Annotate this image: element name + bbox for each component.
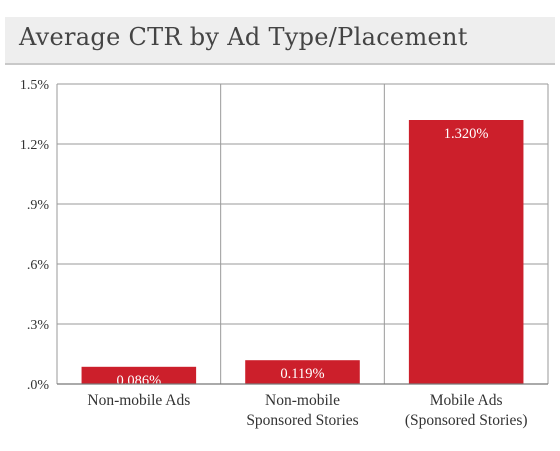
chart-title: Average CTR by Ad Type/Placement: [19, 23, 468, 51]
bar: [408, 120, 524, 384]
x-tick-label: Sponsored Stories: [246, 412, 358, 429]
chart-title-bar: Average CTR by Ad Type/Placement: [5, 17, 555, 65]
data-label: 0.086%: [116, 373, 161, 389]
y-tick-label: .3%: [27, 318, 50, 333]
y-tick-label: .6%: [27, 258, 50, 273]
x-tick-label: Non-mobile Ads: [87, 392, 190, 409]
data-label: 0.119%: [280, 366, 324, 382]
y-tick-label: 1.2%: [20, 138, 50, 153]
x-tick-label: (Sponsored Stories): [405, 412, 528, 429]
y-tick-label: 1.5%: [20, 78, 50, 93]
bar: [245, 360, 360, 384]
x-tick-label: Mobile Ads: [430, 392, 503, 409]
y-tick-label: .9%: [27, 198, 50, 213]
title-underline: [5, 63, 555, 65]
x-tick-label: Non-mobile: [265, 392, 340, 409]
data-label: 1.320%: [444, 126, 489, 142]
bar: [81, 366, 197, 384]
y-tick-label: .0%: [27, 378, 50, 393]
